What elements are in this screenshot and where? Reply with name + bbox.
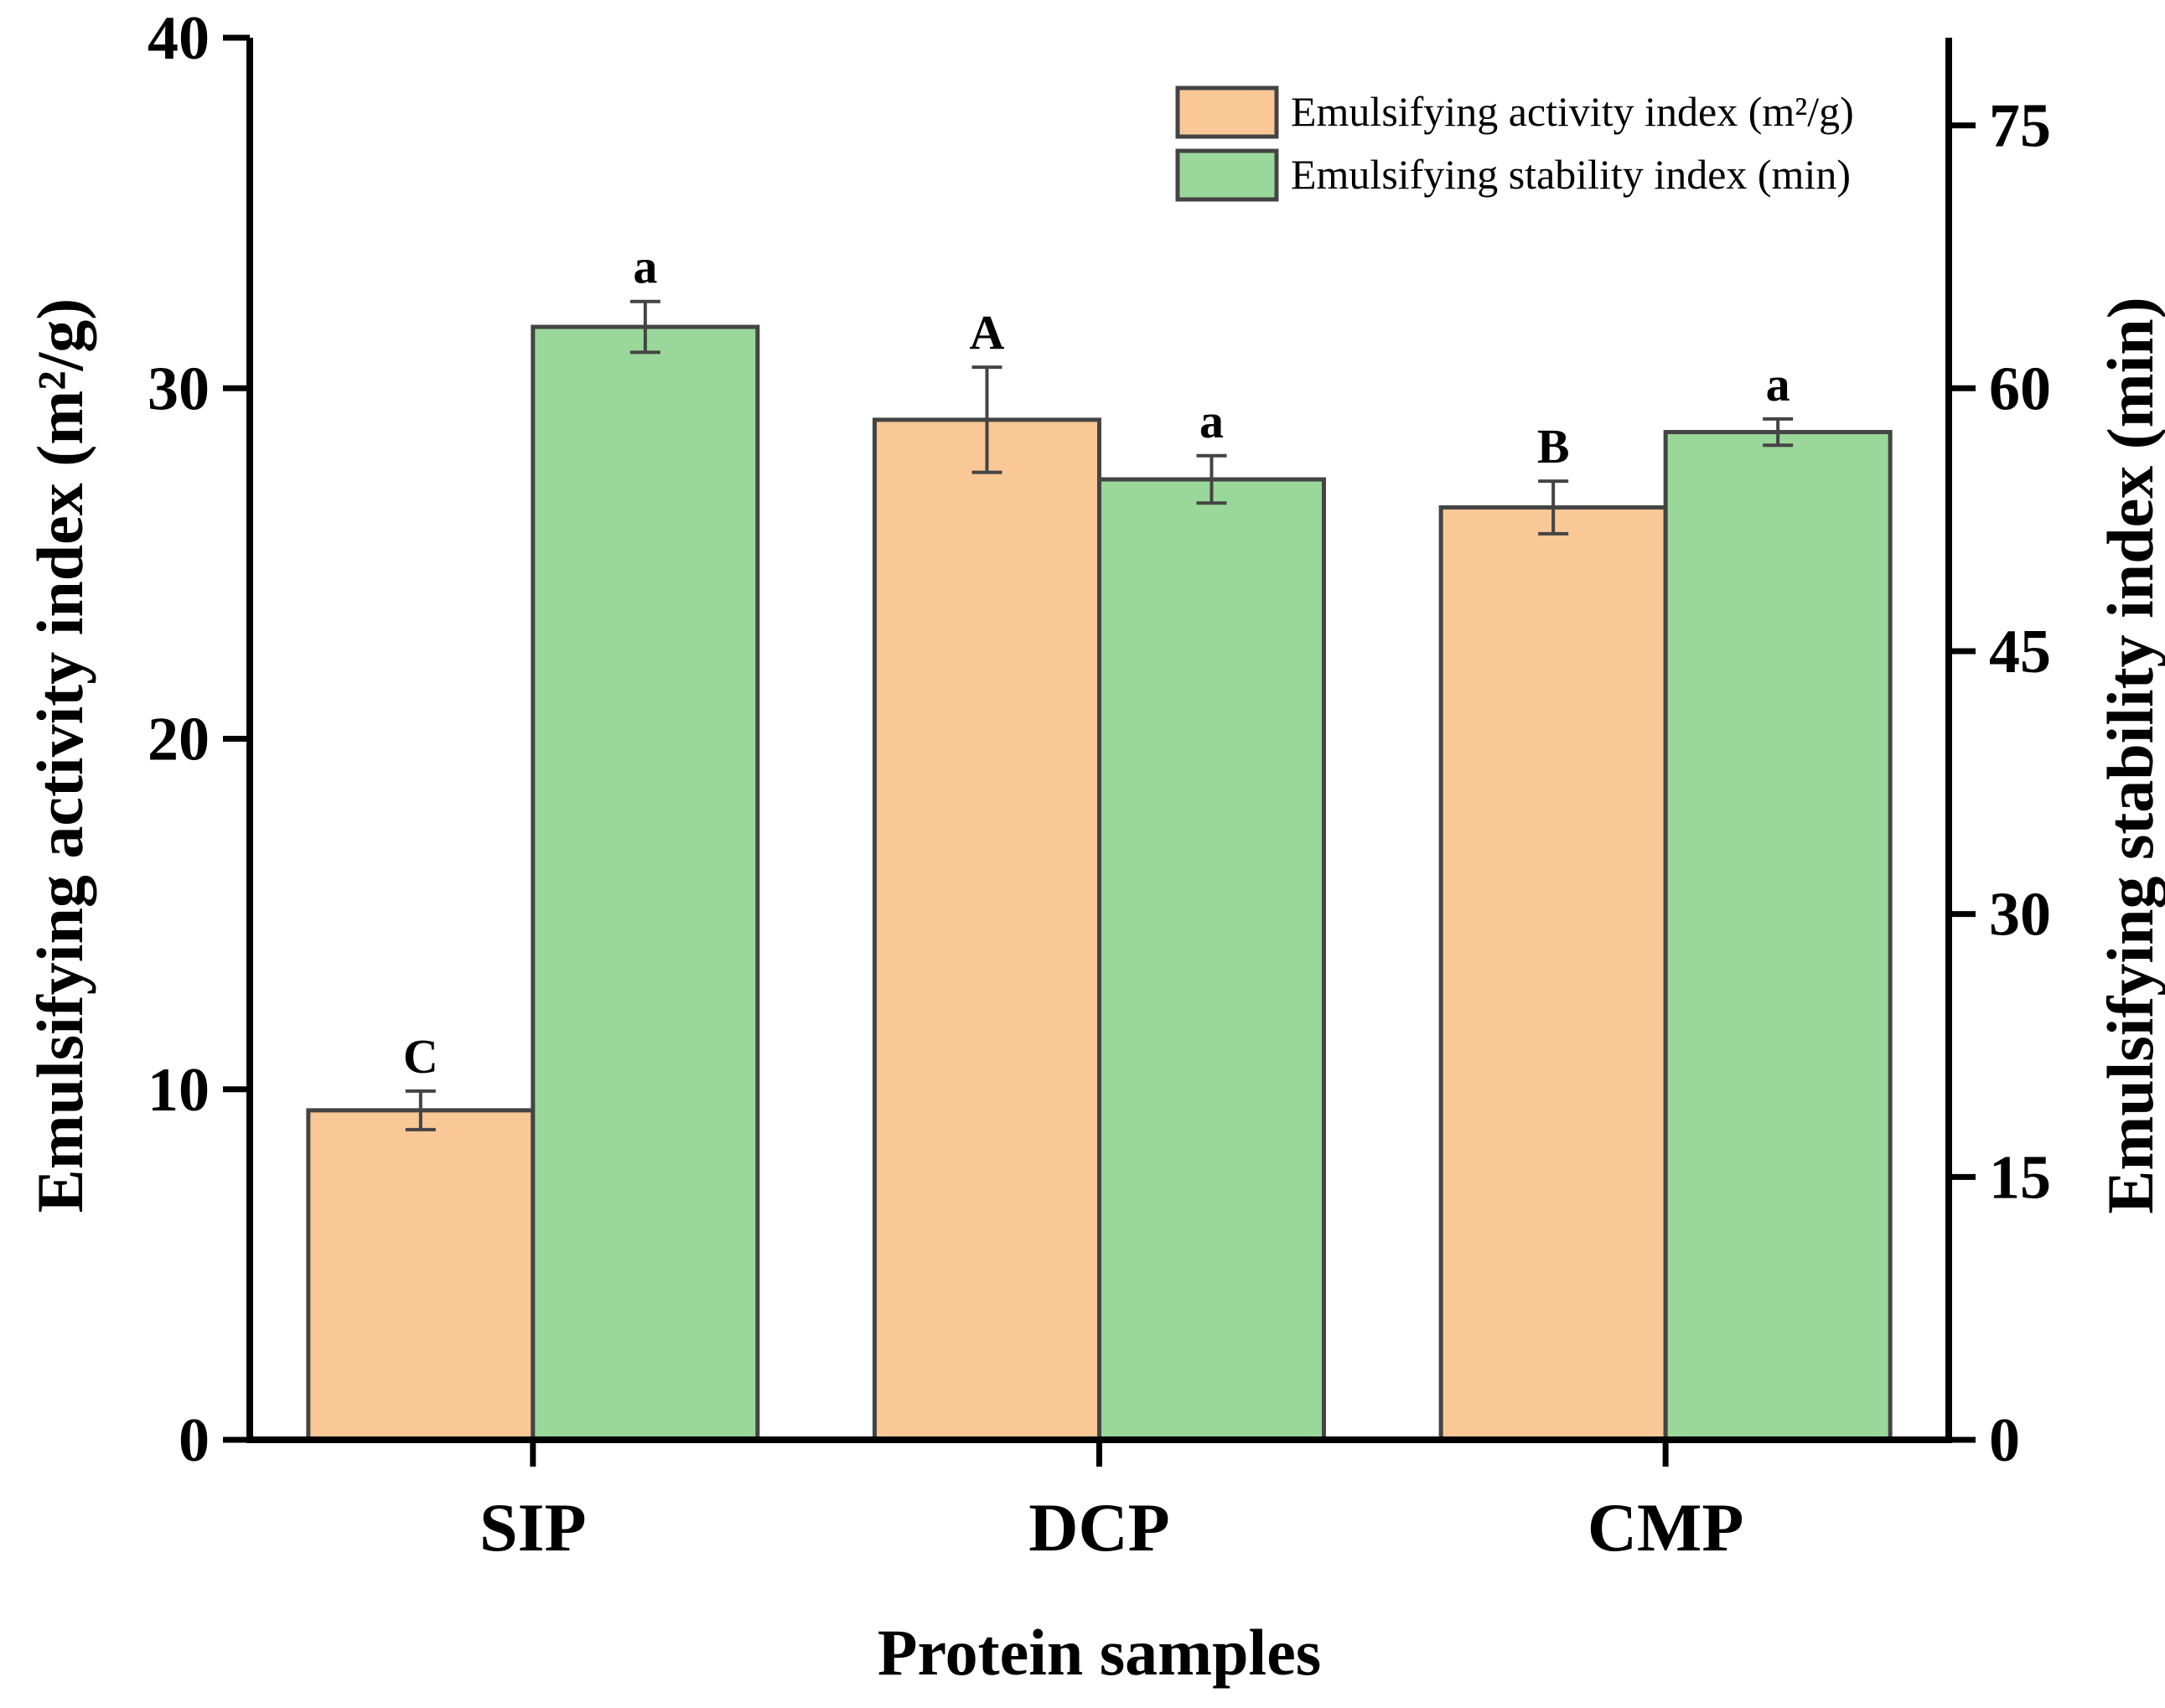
x-tick-label-dcp: DCP: [1028, 1489, 1170, 1566]
right-y-tick-label: 0: [1989, 1406, 2020, 1475]
right-y-tick-label: 30: [1989, 881, 2051, 950]
bar-dcp-eai: [873, 417, 1101, 1442]
significance-label: A: [970, 305, 1005, 360]
legend-swatch-eai: [1175, 85, 1279, 139]
left-y-tick-label: 10: [148, 1056, 210, 1125]
left-y-axis-title: Emulsifying activity index (m²/g): [23, 298, 96, 1214]
bar-cmp-eai: [1438, 505, 1668, 1442]
bar-sip-eai: [306, 1108, 536, 1442]
bar-cmp-esi: [1663, 430, 1893, 1442]
left-y-tick-label: 30: [148, 355, 210, 423]
right-y-tick-label: 75: [1989, 92, 2051, 161]
legend-swatch-esi: [1175, 148, 1279, 202]
right-y-tick-label: 60: [1989, 355, 2051, 423]
axes-layer: [223, 34, 1976, 1467]
bars-layer: [306, 299, 1893, 1442]
left-y-tick-label: 40: [148, 4, 210, 73]
significance-label: B: [1537, 419, 1570, 474]
x-axis-title: Protein samples: [878, 1616, 1321, 1689]
x-tick-label-sip: SIP: [479, 1489, 587, 1566]
x-tick-label-cmp: CMP: [1587, 1489, 1744, 1566]
left-y-tick-label: 0: [179, 1406, 210, 1475]
right-y-tick-label: 45: [1989, 618, 2051, 686]
labels-layer: Ca SIP Aa DCP Ba CMP 0 10 20 30 40 0 15 30 45 60 75 Prote…: [23, 4, 2165, 1689]
significance-label: C: [403, 1029, 438, 1084]
legend-label-esi: Emulsifying stability index (min): [1291, 151, 1851, 198]
bar-sip-esi: [531, 324, 760, 1442]
left-y-tick-label: 20: [148, 706, 210, 774]
significance-label: a: [633, 240, 657, 294]
legend: Emulsifying activity index (m²/g) Emulsif…: [1175, 85, 1854, 202]
significance-label: a: [1199, 394, 1224, 448]
right-y-tick-label: 15: [1989, 1143, 2051, 1212]
bar-dcp-esi: [1097, 477, 1326, 1442]
right-y-axis-title: Emulsifying stability index (min): [2094, 297, 2165, 1214]
significance-label: a: [1766, 357, 1790, 411]
legend-label-eai: Emulsifying activity index (m²/g): [1291, 88, 1854, 135]
